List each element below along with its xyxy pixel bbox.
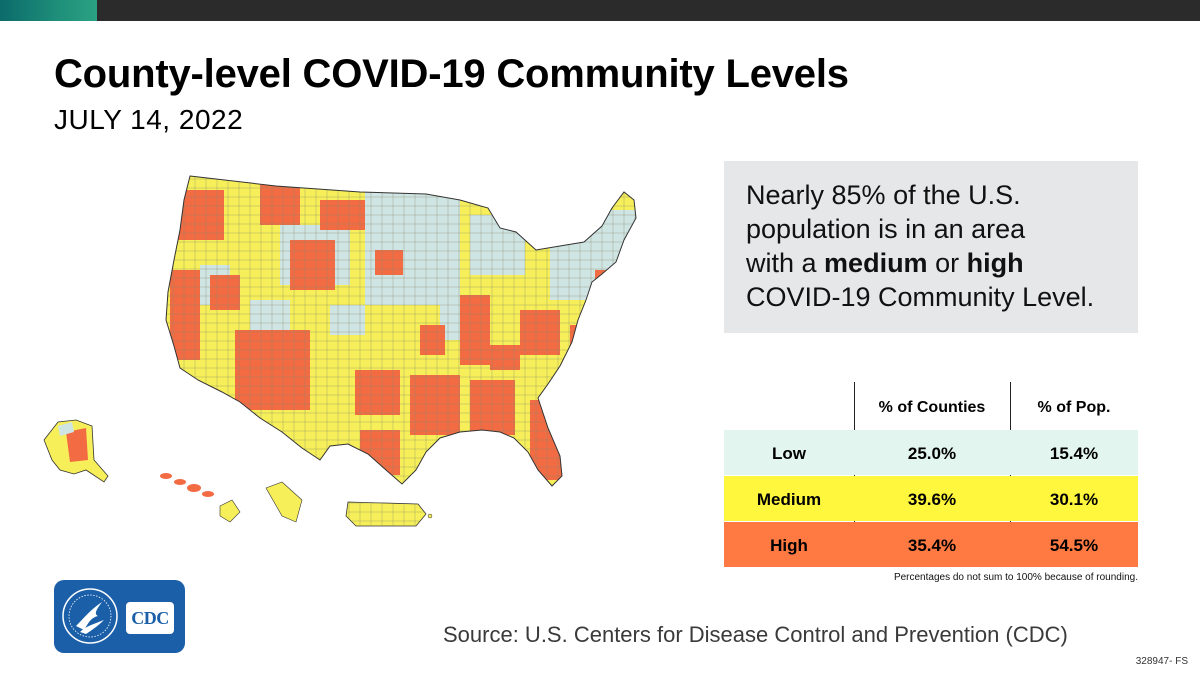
contiguous-us [166, 176, 636, 486]
summary-callout: Nearly 85% of the U.S. population is in … [724, 161, 1138, 333]
table-footnote: Percentages do not sum to 100% because o… [893, 572, 1138, 583]
territory-island [265, 481, 303, 523]
high-counties-value: 35.4% [907, 536, 957, 555]
header-pct-pop: % of Pop. [1037, 399, 1111, 416]
header-pct-counties: % of Counties [878, 399, 986, 416]
low-pop-value: 15.4% [1049, 444, 1099, 463]
us-county-map [30, 170, 710, 550]
community-level-table: % of Counties % of Pop. Low 25.0% 15.4% … [724, 382, 1138, 567]
row-label-high: High [770, 536, 808, 555]
hawaii [160, 473, 241, 523]
table-header-row: % of Counties % of Pop. [724, 382, 1138, 430]
hhs-seal-icon [62, 588, 118, 644]
medium-pop-value: 30.1% [1049, 490, 1099, 509]
callout-medium: medium [824, 248, 928, 278]
callout-line-2: population is in an area [746, 214, 1026, 244]
row-label-low: Low [772, 444, 806, 463]
top-bar [0, 0, 1200, 21]
top-bar-accent [0, 0, 97, 21]
us-county-map-graphic [43, 175, 637, 527]
page-date: JULY 14, 2022 [54, 104, 244, 135]
source-text: Source: U.S. Centers for Disease Control… [443, 622, 1068, 647]
high-pop-value: 54.5% [1049, 536, 1099, 555]
callout-line-3-pre: with a [746, 248, 825, 278]
hhs-cdc-logo: CDC [54, 580, 185, 653]
table-row-low: Low 25.0% 15.4% [724, 430, 1138, 475]
row-label-medium: Medium [756, 490, 822, 509]
low-counties-value: 25.0% [907, 444, 957, 463]
alaska [43, 419, 109, 483]
callout-line-3-mid: or [927, 248, 967, 278]
puerto-rico [345, 501, 433, 527]
medium-counties-value: 39.6% [907, 490, 957, 509]
cdc-wordmark: CDC [126, 602, 174, 634]
callout-line-4: COVID-19 Community Level. [746, 282, 1095, 312]
table-row-medium: Medium 39.6% 30.1% [724, 476, 1138, 521]
page-title: County-level COVID-19 Community Levels [54, 52, 849, 96]
callout-high: high [966, 248, 1024, 278]
table-row-high: High 35.4% 54.5% [724, 522, 1138, 567]
document-code: 328947- FS [1135, 656, 1188, 667]
callout-line-3: with a medium or high [746, 246, 1118, 280]
callout-line-1: Nearly 85% of the U.S. [746, 180, 1021, 210]
